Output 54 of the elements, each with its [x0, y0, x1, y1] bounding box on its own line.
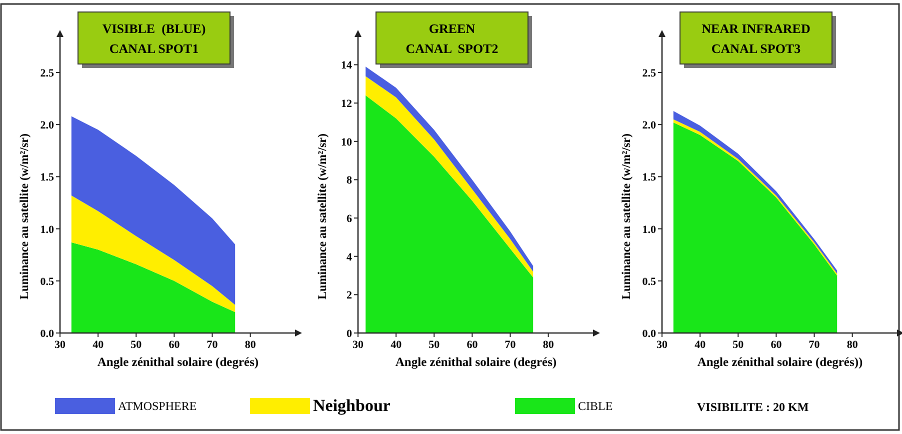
- text: VISIBILITE : 20 KM: [697, 400, 809, 414]
- x-tick-label: 30: [352, 339, 364, 351]
- y-tick-label: 2.0: [40, 120, 54, 132]
- y-tick-label: 1.0: [642, 224, 656, 236]
- x-axis-title: Angle zénithal solaire (degrés): [97, 355, 259, 369]
- x-tick-label: 50: [130, 339, 142, 351]
- y-tick-label: 12: [341, 98, 352, 110]
- legend-label: ATMOSPHERE: [118, 399, 197, 413]
- x-axis-title: Angle zénithal solaire (degrés)): [697, 355, 863, 369]
- x-tick-label: 70: [504, 339, 516, 351]
- x-tick-label: 80: [846, 339, 858, 351]
- y-tick-label: 0.0: [40, 328, 54, 340]
- y-tick-label: 0.0: [642, 328, 656, 340]
- x-tick-label: 60: [770, 339, 782, 351]
- y-tick-label: 8: [346, 174, 352, 187]
- y-tick-label: 1.5: [40, 172, 54, 184]
- y-tick-label: 2.5: [642, 67, 656, 80]
- x-tick-label: 30: [656, 339, 668, 351]
- y-tick-label: 0.5: [642, 276, 656, 288]
- x-tick-label: 30: [54, 339, 66, 351]
- y-tick-label: 1.0: [40, 224, 54, 236]
- chart-subtitle: CANAL SPOT3: [711, 41, 802, 56]
- chart-title: VISIBLE (BLUE): [102, 21, 206, 36]
- y-tick-label: 0.5: [40, 276, 54, 288]
- x-tick-label: 80: [244, 339, 256, 351]
- y-tick-label: 1.5: [642, 172, 656, 184]
- y-tick-label: 2.5: [40, 67, 54, 80]
- x-tick-label: 40: [390, 339, 402, 351]
- y-tick-label: 2.0: [642, 120, 656, 132]
- x-tick-label: 40: [92, 339, 104, 351]
- x-tick-label: 50: [428, 339, 440, 351]
- legend-label: Neighbour: [313, 396, 391, 415]
- legend-label: CIBLE: [578, 399, 613, 413]
- x-tick-label: 50: [732, 339, 744, 351]
- x-tick-label: 60: [466, 339, 478, 351]
- x-tick-label: 70: [808, 339, 820, 351]
- y-tick-label: 10: [341, 136, 352, 148]
- chart-title: GREEN: [428, 21, 476, 36]
- y-axis-title: Luminance au satellite (w/m²/sr): [315, 134, 329, 300]
- x-tick-label: 60: [168, 339, 180, 351]
- y-tick-label: 6: [346, 213, 352, 226]
- chart-subtitle: CANAL SPOT2: [406, 41, 498, 56]
- y-tick-label: 2: [346, 290, 352, 302]
- y-tick-label: 0: [346, 328, 352, 340]
- chart-title: NEAR INFRARED: [702, 21, 810, 36]
- x-tick-label: 40: [694, 339, 706, 351]
- x-axis-title: Angle zénithal solaire (degrés): [395, 355, 557, 369]
- y-axis-title: Luminance au satellite (w/m²/sr): [17, 134, 31, 300]
- y-axis-title: Luminance au satellite (w/m²/sr): [619, 134, 633, 300]
- x-tick-label: 80: [542, 339, 554, 351]
- y-tick-label: 14: [341, 60, 352, 72]
- x-tick-label: 70: [206, 339, 218, 351]
- chart-subtitle: CANAL SPOT1: [109, 41, 199, 56]
- y-tick-label: 4: [346, 251, 352, 264]
